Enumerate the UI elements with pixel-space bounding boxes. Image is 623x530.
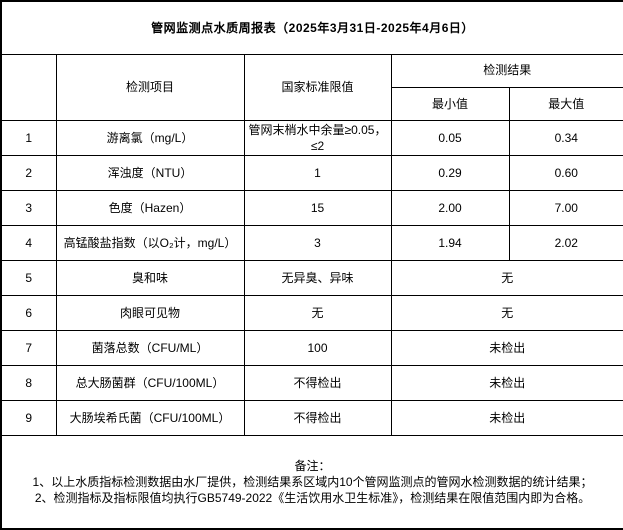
min-value: 1.94: [390, 225, 510, 262]
header-row-top: 检测项目 国家标准限值 检测结果: [0, 53, 623, 121]
standard-limit: 管网末梢水中余量≥0.05，≤2: [243, 119, 392, 157]
item-name: 肉眼可见物: [55, 295, 245, 332]
standard-limit: 15: [243, 190, 392, 227]
result-value: 无: [390, 295, 623, 332]
row-number: 9: [0, 400, 57, 437]
table-row: 9 大肠埃希氏菌（CFU/100ML） 不得检出 未检出: [0, 400, 623, 437]
max-value: 0.60: [508, 155, 623, 192]
notes: 备注： 1、以上水质指标检测数据由水厂提供，检测结果系区域内10个管网监测点的管…: [0, 435, 623, 530]
header-min: 最小值: [390, 86, 510, 121]
table-row: 1 游离氯（mg/L） 管网末梢水中余量≥0.05，≤2 0.05 0.34: [0, 119, 623, 157]
standard-limit: 不得检出: [243, 400, 392, 437]
title-row: 管网监测点水质周报表（2025年3月31日-2025年4月6日）: [0, 0, 623, 55]
min-value: 2.00: [390, 190, 510, 227]
header-standard: 国家标准限值: [243, 53, 392, 121]
row-number: 8: [0, 365, 57, 402]
row-number: 1: [0, 119, 57, 157]
notes-row: 备注： 1、以上水质指标检测数据由水厂提供，检测结果系区域内10个管网监测点的管…: [0, 435, 623, 530]
result-value: 无: [390, 260, 623, 297]
max-value: 7.00: [508, 190, 623, 227]
item-name: 色度（Hazen）: [55, 190, 245, 227]
standard-limit: 不得检出: [243, 365, 392, 402]
min-value: 0.29: [390, 155, 510, 192]
header-max: 最大值: [508, 86, 623, 121]
row-number: 4: [0, 225, 57, 262]
item-name: 浑浊度（NTU）: [55, 155, 245, 192]
row-number: 5: [0, 260, 57, 297]
min-value: 0.05: [390, 119, 510, 157]
standard-limit: 无异臭、异味: [243, 260, 392, 297]
header-result: 检测结果: [390, 53, 623, 88]
table-row: 4 高锰酸盐指数（以O₂计，mg/L） 3 1.94 2.02: [0, 225, 623, 262]
row-number: 3: [0, 190, 57, 227]
item-name: 高锰酸盐指数（以O₂计，mg/L）: [55, 225, 245, 262]
notes-line-1: 1、以上水质指标检测数据由水厂提供，检测结果系区域内10个管网监测点的管网水检测…: [32, 475, 593, 490]
table-row: 3 色度（Hazen） 15 2.00 7.00: [0, 190, 623, 227]
result-value: 未检出: [390, 400, 623, 437]
standard-limit: 1: [243, 155, 392, 192]
table-row: 2 浑浊度（NTU） 1 0.29 0.60: [0, 155, 623, 192]
max-value: 0.34: [508, 119, 623, 157]
item-name: 游离氯（mg/L）: [55, 119, 245, 157]
row-number: 2: [0, 155, 57, 192]
result-value: 未检出: [390, 330, 623, 367]
item-name: 菌落总数（CFU/ML）: [55, 330, 245, 367]
max-value: 2.02: [508, 225, 623, 262]
notes-label: 备注：: [294, 458, 331, 473]
header-row-sub: 最小值 最大值: [1, 86, 623, 121]
header-item: 检测项目: [55, 53, 245, 121]
corner-cell: [0, 53, 57, 121]
report-title: 管网监测点水质周报表（2025年3月31日-2025年4月6日）: [0, 0, 623, 55]
standard-limit: 100: [243, 330, 392, 367]
table-row: 8 总大肠菌群（CFU/100ML） 不得检出 未检出: [0, 365, 623, 402]
item-name: 臭和味: [55, 260, 245, 297]
notes-line-2: 2、检测指标及指标限值均执行GB5749-2022《生活饮用水卫生标准》，检测结…: [34, 491, 591, 506]
standard-limit: 3: [243, 225, 392, 262]
table-row: 5 臭和味 无异臭、异味 无: [0, 260, 623, 297]
table-row: 7 菌落总数（CFU/ML） 100 未检出: [0, 330, 623, 367]
row-number: 7: [0, 330, 57, 367]
item-name: 总大肠菌群（CFU/100ML）: [55, 365, 245, 402]
result-value: 未检出: [390, 365, 623, 402]
table-row: 6 肉眼可见物 无 无: [0, 295, 623, 332]
standard-limit: 无: [243, 295, 392, 332]
item-name: 大肠埃希氏菌（CFU/100ML）: [55, 400, 245, 437]
row-number: 6: [0, 295, 57, 332]
